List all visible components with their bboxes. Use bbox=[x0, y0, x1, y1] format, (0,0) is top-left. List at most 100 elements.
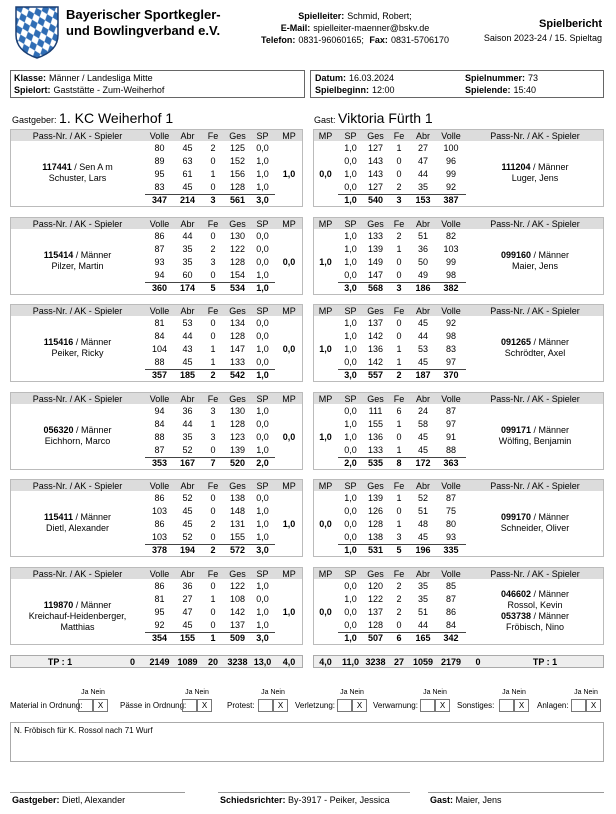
info-field: Spielende: 15:40 bbox=[465, 85, 536, 95]
cell: 128 bbox=[229, 331, 246, 342]
cell: 0 bbox=[210, 444, 216, 455]
label: Schiedsrichter: bbox=[220, 795, 286, 805]
cell: 52 bbox=[182, 444, 193, 455]
total: 155 bbox=[179, 633, 196, 643]
column-header: MP bbox=[318, 569, 333, 579]
player-block bbox=[313, 567, 604, 645]
team: Gastgeber: 1. KC Weiherhof 1 bbox=[12, 110, 173, 126]
cell: 2 bbox=[210, 143, 216, 153]
player-id: 099171 / Männer bbox=[500, 424, 570, 435]
cell: 149 bbox=[367, 256, 384, 267]
column-header: Fe bbox=[207, 218, 219, 229]
note: N. Fröbisch für K. Rossol nach 71 Wurf bbox=[14, 726, 153, 735]
cell: 2 bbox=[210, 519, 216, 530]
label: Fax: bbox=[369, 35, 388, 45]
cell: 0,0 bbox=[344, 532, 357, 543]
cell: 2 bbox=[396, 607, 402, 617]
match-point: 1,0 bbox=[282, 519, 296, 530]
age-class: Männer bbox=[538, 249, 570, 260]
cell: 97 bbox=[445, 418, 456, 429]
cell: 52 bbox=[417, 493, 428, 504]
total: 360 bbox=[151, 282, 168, 293]
label: Gastgeber: bbox=[12, 795, 60, 805]
column-header: Ges bbox=[367, 481, 384, 492]
total: 167 bbox=[179, 457, 196, 468]
column-header: Abr bbox=[180, 131, 195, 141]
column-header: Volle bbox=[149, 393, 170, 404]
info-field: Spielbeginn: 12:00 bbox=[315, 85, 395, 95]
cell: 1,0 bbox=[256, 607, 269, 617]
total: 194 bbox=[179, 545, 196, 556]
cell: 44 bbox=[182, 230, 193, 241]
cell: 1,0 bbox=[256, 156, 269, 166]
cell: 123 bbox=[229, 431, 246, 442]
check-mark: X bbox=[356, 701, 363, 710]
cell: 0,0 bbox=[256, 431, 269, 442]
column-header: MP bbox=[282, 131, 296, 141]
cell: 122 bbox=[229, 243, 246, 254]
pass-number: 053738 bbox=[500, 611, 531, 621]
cell: 45 bbox=[182, 506, 193, 517]
pass-number: 099171 bbox=[500, 424, 531, 435]
value: Schmid, Robert; bbox=[347, 11, 412, 21]
total: 3 bbox=[396, 282, 402, 293]
value: 16.03.2024 bbox=[349, 73, 395, 83]
value: spielleiter-maenner@bskv.de bbox=[313, 23, 430, 33]
cell: 103 bbox=[151, 506, 168, 517]
check-box bbox=[352, 699, 367, 712]
total: 353 bbox=[151, 457, 168, 468]
cell: 0 bbox=[396, 156, 402, 166]
name: Maier, Jens bbox=[455, 795, 502, 805]
player-block bbox=[10, 479, 303, 558]
label: Gast: bbox=[314, 115, 336, 125]
player-block bbox=[313, 479, 604, 558]
column-header: Abr bbox=[180, 306, 195, 317]
cell: 127 bbox=[367, 182, 384, 192]
column-header: SP bbox=[256, 218, 269, 229]
cell: 1,0 bbox=[256, 532, 269, 543]
match-point: 0,0 bbox=[282, 431, 296, 442]
player-id: 119870 / Männer bbox=[43, 600, 112, 610]
column-header: Abr bbox=[180, 569, 195, 579]
column-header: Ges bbox=[229, 218, 246, 229]
total-line bbox=[338, 632, 466, 633]
player-block bbox=[313, 216, 604, 295]
age-class: Männer bbox=[538, 337, 570, 348]
signature-line bbox=[218, 792, 410, 793]
label: Spielnummer: bbox=[465, 73, 526, 83]
cell: 1,0 bbox=[256, 182, 269, 192]
cell: 1,0 bbox=[344, 318, 357, 329]
cell: 86 bbox=[445, 607, 456, 617]
grand-total: 27 bbox=[393, 657, 404, 667]
cell: 95 bbox=[154, 169, 165, 179]
yes-no: Ja Nein bbox=[185, 689, 209, 696]
cell: 147 bbox=[229, 344, 246, 355]
column-header: SP bbox=[344, 131, 357, 141]
age-class: Männer bbox=[538, 162, 569, 172]
cell: 82 bbox=[445, 230, 456, 241]
total-line bbox=[145, 632, 275, 633]
total: 387 bbox=[443, 195, 459, 205]
cell: 0,0 bbox=[256, 318, 269, 329]
player-name: Dietl, Alexander bbox=[45, 523, 110, 534]
cell: 36 bbox=[182, 405, 193, 416]
cell: 1 bbox=[210, 344, 216, 355]
cell: 0 bbox=[210, 156, 216, 166]
value: 0831-96060165; bbox=[298, 35, 364, 45]
cell: 53 bbox=[182, 318, 193, 329]
total: 1,0 bbox=[344, 195, 357, 205]
total: 196 bbox=[415, 545, 431, 556]
check-label: Pässe in Ordnung: bbox=[120, 701, 187, 710]
total: 561 bbox=[229, 195, 246, 205]
player-name: Maier, Jens bbox=[511, 260, 559, 271]
total: 3,0 bbox=[256, 545, 269, 556]
cell: 137 bbox=[367, 318, 384, 329]
check-mark: X bbox=[518, 701, 525, 710]
cell: 91 bbox=[445, 431, 456, 442]
match-point: 0,0 bbox=[319, 169, 332, 179]
cell: 0 bbox=[210, 607, 216, 617]
cell: 1 bbox=[396, 344, 402, 355]
match-point: 1,0 bbox=[282, 607, 296, 617]
cell: 1 bbox=[396, 243, 402, 254]
cell: 122 bbox=[367, 594, 384, 604]
